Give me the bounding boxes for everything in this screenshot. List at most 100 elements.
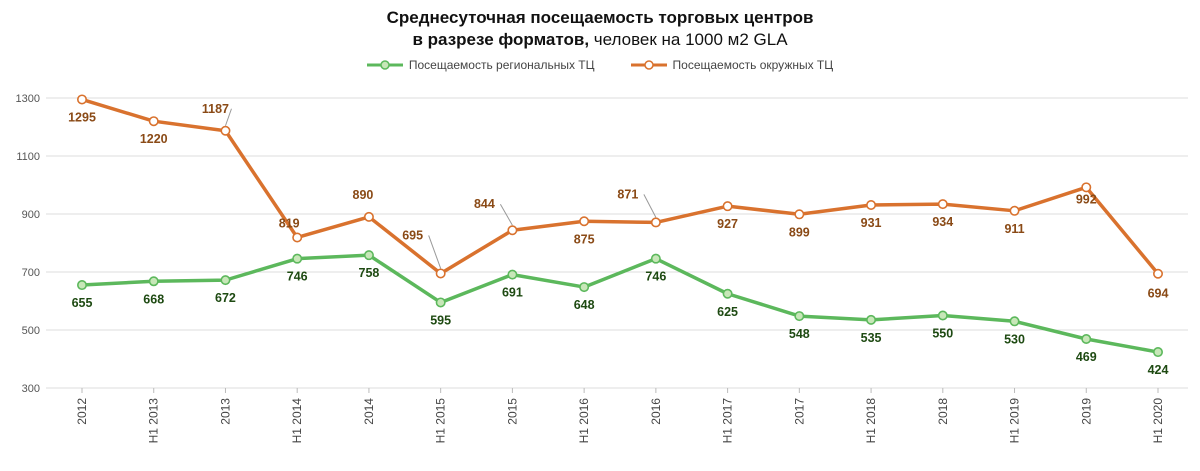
data-label-regional: 672 bbox=[215, 291, 236, 305]
legend-swatch-district bbox=[630, 60, 667, 70]
chart-title-line-2: в разрезе форматов, человек на 1000 м2 G… bbox=[0, 30, 1200, 50]
point-district bbox=[1153, 268, 1164, 279]
y-tick-label: 500 bbox=[22, 325, 40, 337]
data-label-regional: 758 bbox=[359, 266, 380, 280]
data-label-regional: 655 bbox=[72, 296, 93, 310]
legend: Посещаемость региональных ТЦ Посещаемост… bbox=[0, 58, 1200, 72]
point-regional bbox=[220, 275, 231, 286]
legend-label-district: Посещаемость окружных ТЦ bbox=[672, 58, 834, 72]
data-label-district: 875 bbox=[574, 232, 595, 246]
data-label-district: 927 bbox=[717, 217, 738, 231]
data-label-regional: 550 bbox=[932, 327, 953, 341]
label-leader-line bbox=[499, 203, 513, 226]
data-label-district: 1187 bbox=[202, 102, 229, 116]
data-label-regional: 691 bbox=[502, 286, 523, 300]
point-regional bbox=[77, 280, 88, 291]
point-district bbox=[292, 232, 303, 243]
point-district bbox=[1081, 182, 1092, 193]
x-tick-label: 2012 bbox=[75, 398, 89, 425]
chart-title-rest: человек на 1000 м2 GLA bbox=[589, 30, 788, 49]
data-label-district: 871 bbox=[617, 187, 638, 201]
x-tick-label: 2013 bbox=[218, 398, 232, 425]
point-district bbox=[1009, 205, 1020, 216]
data-label-regional: 535 bbox=[861, 331, 882, 345]
data-label-regional: 548 bbox=[789, 327, 810, 341]
data-label-regional: 746 bbox=[287, 270, 308, 284]
data-label-district: 931 bbox=[861, 216, 882, 230]
data-label-district: 899 bbox=[789, 225, 810, 239]
point-district bbox=[579, 216, 590, 227]
data-label-district: 694 bbox=[1148, 287, 1169, 301]
point-district bbox=[937, 199, 948, 210]
x-tick-label: H1 2019 bbox=[1008, 398, 1022, 444]
data-label-regional: 424 bbox=[1148, 363, 1169, 377]
y-tick-label: 1100 bbox=[16, 151, 40, 163]
point-district bbox=[363, 211, 374, 222]
chart-title-line-1: Среднесуточная посещаемость торговых цен… bbox=[386, 8, 814, 27]
data-label-regional: 595 bbox=[430, 313, 451, 327]
point-regional bbox=[866, 314, 877, 325]
x-tick-label: 2019 bbox=[1079, 398, 1093, 425]
data-label-district: 911 bbox=[1004, 222, 1024, 236]
point-district bbox=[722, 201, 733, 212]
series-line-district bbox=[81, 97, 1160, 276]
point-regional bbox=[794, 311, 805, 322]
x-tick-label: H1 2020 bbox=[1151, 398, 1165, 444]
point-regional bbox=[363, 250, 374, 261]
y-tick-label: 700 bbox=[22, 267, 40, 279]
data-label-district: 695 bbox=[402, 228, 423, 242]
point-regional bbox=[148, 276, 159, 287]
x-tick-label: H1 2016 bbox=[577, 398, 591, 444]
x-tick-label: 2014 bbox=[362, 398, 376, 425]
x-tick-label: 2016 bbox=[649, 398, 663, 425]
x-tick-label: H1 2018 bbox=[864, 398, 878, 444]
x-tick-label: 2015 bbox=[505, 398, 519, 425]
point-regional bbox=[937, 310, 948, 321]
data-label-regional: 625 bbox=[717, 305, 738, 319]
point-district bbox=[148, 116, 159, 127]
x-tick-label: H1 2013 bbox=[147, 398, 161, 444]
point-regional bbox=[650, 253, 661, 264]
point-district bbox=[866, 200, 877, 211]
legend-swatch-regional bbox=[366, 60, 403, 70]
data-label-district: 992 bbox=[1076, 192, 1097, 206]
point-regional bbox=[1081, 333, 1092, 344]
data-label-regional: 648 bbox=[574, 298, 595, 312]
chart-title-bold-part: в разрезе форматов, bbox=[412, 30, 590, 49]
label-leader-line bbox=[643, 194, 657, 218]
point-district bbox=[435, 268, 446, 279]
y-tick-label: 300 bbox=[22, 383, 40, 395]
point-regional bbox=[722, 288, 733, 299]
point-regional bbox=[435, 297, 446, 308]
legend-item-district: Посещаемость окружных ТЦ bbox=[630, 58, 834, 72]
point-regional bbox=[292, 253, 303, 264]
data-label-district: 1295 bbox=[68, 110, 96, 124]
data-label-district: 844 bbox=[474, 197, 495, 211]
legend-label-regional: Посещаемость региональных ТЦ bbox=[408, 58, 595, 72]
point-regional bbox=[579, 282, 590, 293]
data-label-regional: 746 bbox=[645, 270, 666, 284]
x-tick-label: H1 2015 bbox=[434, 398, 448, 444]
point-district bbox=[794, 209, 805, 220]
legend-item-regional: Посещаемость региональных ТЦ bbox=[366, 58, 595, 72]
point-regional bbox=[1153, 347, 1164, 358]
x-tick-label: 2017 bbox=[792, 398, 806, 425]
data-label-district: 1220 bbox=[140, 132, 168, 146]
data-label-regional: 668 bbox=[143, 292, 164, 306]
data-label-regional: 469 bbox=[1076, 350, 1097, 364]
label-leader-line bbox=[224, 108, 232, 126]
y-tick-label: 900 bbox=[22, 209, 40, 221]
x-tick-label: H1 2014 bbox=[290, 398, 304, 444]
x-tick-label: H1 2017 bbox=[721, 398, 735, 444]
data-label-district: 819 bbox=[279, 216, 300, 230]
point-district bbox=[220, 125, 231, 136]
y-tick-label: 1300 bbox=[16, 93, 40, 105]
series-line-regional bbox=[81, 253, 1159, 354]
data-label-regional: 530 bbox=[1004, 332, 1025, 346]
point-district bbox=[650, 217, 661, 228]
x-tick-label: 2018 bbox=[936, 398, 950, 425]
data-label-district: 934 bbox=[932, 215, 953, 229]
data-label-district: 890 bbox=[353, 188, 374, 202]
